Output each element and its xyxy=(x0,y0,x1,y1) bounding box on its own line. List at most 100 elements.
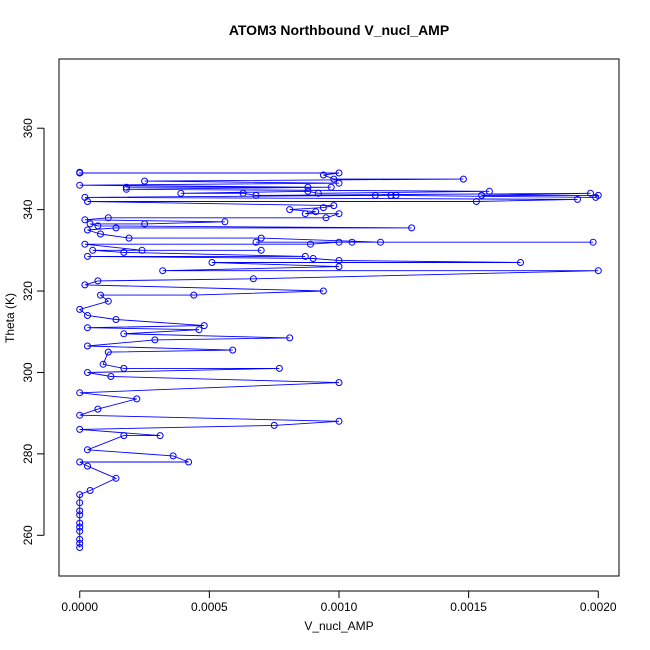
data-point xyxy=(307,240,314,248)
data-point xyxy=(335,169,343,177)
data-point xyxy=(169,452,177,460)
data-point xyxy=(392,191,400,199)
data-point xyxy=(107,373,115,380)
data-point xyxy=(387,191,395,199)
data-point xyxy=(120,364,128,372)
data-point xyxy=(151,336,159,344)
data-point xyxy=(76,458,84,466)
data-point xyxy=(89,246,97,254)
data-point xyxy=(200,322,208,330)
data-point xyxy=(104,214,112,222)
data-point xyxy=(104,297,112,305)
x-tick-label: 0.0015 xyxy=(450,600,487,614)
data-point xyxy=(81,193,89,201)
data-point xyxy=(125,234,133,242)
data-point xyxy=(252,238,260,246)
data-point xyxy=(472,198,480,205)
data-point xyxy=(120,432,128,440)
data-point xyxy=(304,187,312,195)
data-point xyxy=(312,208,320,216)
data-point xyxy=(76,305,84,313)
data-point xyxy=(185,458,193,466)
data-point xyxy=(159,267,167,275)
data-point xyxy=(86,220,94,228)
plot-area xyxy=(76,168,602,551)
y-axis: 260 280 300 320 340 360 xyxy=(21,118,45,545)
data-point xyxy=(94,222,102,230)
data-point xyxy=(408,224,416,232)
data-point xyxy=(99,360,107,368)
x-tick-label: 0.0010 xyxy=(321,600,358,614)
data-point xyxy=(112,474,120,482)
data-point xyxy=(301,252,309,260)
data-point xyxy=(81,240,89,248)
data-point xyxy=(94,277,102,285)
series-line xyxy=(78,172,600,548)
data-point xyxy=(84,252,91,260)
data-point xyxy=(478,191,486,199)
data-point xyxy=(76,527,84,535)
data-point xyxy=(229,346,237,354)
data-point xyxy=(309,255,317,262)
data-point xyxy=(120,330,128,338)
data-point xyxy=(177,189,185,197)
data-point xyxy=(335,379,343,387)
data-point xyxy=(84,312,91,319)
data-point xyxy=(156,432,164,440)
data-point xyxy=(84,462,91,470)
chart-title: ATOM3 Northbound V_nucl_AMP xyxy=(229,22,449,38)
x-axis: 0.0000 0.0005 0.0010 0.0015 0.0020 xyxy=(61,590,617,614)
data-point xyxy=(112,316,120,323)
data-point xyxy=(327,183,335,191)
data-point xyxy=(76,411,84,419)
data-point xyxy=(122,185,130,193)
y-tick-label: 340 xyxy=(21,199,35,219)
y-axis-label: Theta (K) xyxy=(3,293,17,343)
data-point xyxy=(335,417,343,425)
data-point xyxy=(141,220,149,228)
data-point xyxy=(330,175,338,183)
data-point xyxy=(335,210,343,218)
data-point xyxy=(594,191,602,199)
data-point xyxy=(112,224,120,232)
data-point xyxy=(286,206,294,214)
data-point xyxy=(257,246,265,254)
plot-frame xyxy=(58,58,620,577)
data-point xyxy=(319,287,327,295)
data-point xyxy=(335,257,343,264)
data-point xyxy=(208,259,216,266)
x-tick-label: 0.0020 xyxy=(580,600,617,614)
data-point xyxy=(84,369,91,376)
data-point xyxy=(84,446,91,454)
data-point xyxy=(252,191,260,199)
x-ticks: 0.0000 0.0005 0.0010 0.0015 0.0020 xyxy=(61,591,617,614)
data-point xyxy=(97,230,104,238)
x-tick-label: 0.0000 xyxy=(61,600,98,614)
data-point xyxy=(301,210,309,218)
data-point xyxy=(314,189,322,197)
data-point xyxy=(587,189,594,197)
data-point xyxy=(348,238,356,246)
data-point xyxy=(76,181,84,189)
data-point xyxy=(275,364,283,372)
data-point xyxy=(76,507,84,515)
data-point xyxy=(76,168,84,176)
data-point xyxy=(81,281,89,289)
y-tick-label: 280 xyxy=(21,444,35,464)
y-tick-label: 260 xyxy=(21,525,35,545)
data-point xyxy=(249,275,257,283)
data-point xyxy=(335,179,343,187)
data-point xyxy=(459,175,467,183)
data-point xyxy=(86,487,94,494)
data-point xyxy=(371,191,379,199)
data-point xyxy=(76,491,84,499)
data-point xyxy=(97,291,104,299)
data-point xyxy=(76,511,84,519)
data-point xyxy=(76,535,84,543)
data-point xyxy=(257,234,265,242)
data-point xyxy=(239,189,247,197)
data-point xyxy=(141,177,149,185)
data-point xyxy=(76,389,84,397)
data-point xyxy=(377,238,384,246)
